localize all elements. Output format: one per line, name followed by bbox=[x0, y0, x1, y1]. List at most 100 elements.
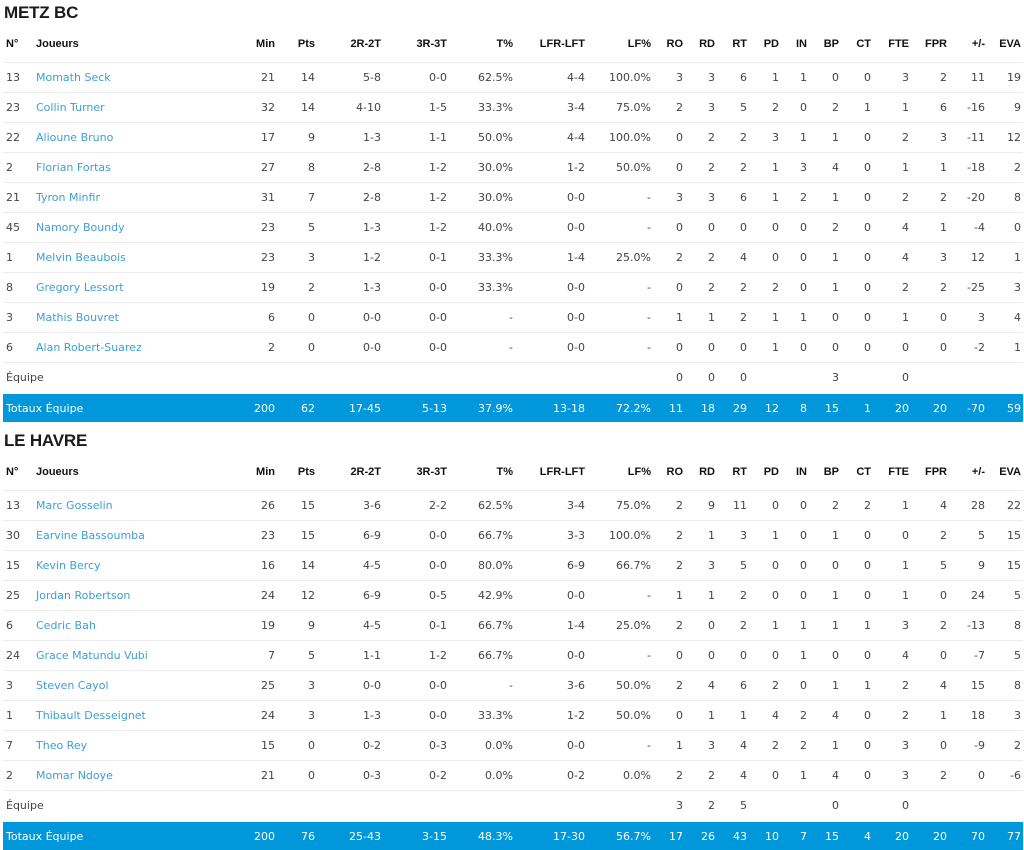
column-header-rd[interactable]: RD bbox=[699, 465, 715, 478]
column-header-fgpct[interactable]: T% bbox=[496, 465, 514, 478]
column-header-player[interactable]: Joueurs bbox=[36, 465, 79, 478]
cell-eva: 3 bbox=[987, 272, 1023, 303]
player-link[interactable]: Momar Ndoye bbox=[36, 769, 113, 782]
cell-ft: 1-4 bbox=[515, 610, 587, 641]
player-link[interactable]: Jordan Robertson bbox=[36, 589, 131, 602]
total-plusminus: -70 bbox=[949, 392, 987, 422]
column-header-min[interactable]: Min bbox=[256, 465, 275, 478]
team-boxscore-1: LE HAVRE N° Joueurs Min Pts 2R-2T 3R-3T T% LFR-L… bbox=[0, 428, 1024, 850]
cell-pd bbox=[749, 790, 781, 821]
player-link[interactable]: Alioune Bruno bbox=[36, 131, 114, 144]
column-header-fg3[interactable]: 3R-3T bbox=[416, 465, 447, 478]
column-header-rt[interactable]: RT bbox=[732, 37, 747, 50]
cell-in: 0 bbox=[781, 92, 809, 123]
cell-ct: 0 bbox=[841, 580, 873, 611]
player-row: 13 Marc Gosselin 26 15 3-6 2-2 62.5% 3-4 75.0% 2 9… bbox=[3, 490, 1023, 521]
column-header-ftpct[interactable]: LF% bbox=[627, 37, 651, 50]
column-header-plusminus[interactable]: +/- bbox=[971, 37, 985, 50]
player-link[interactable]: Earvine Bassoumba bbox=[36, 529, 145, 542]
player-link[interactable]: Theo Rey bbox=[36, 739, 88, 752]
cell-num: 45 bbox=[3, 212, 33, 243]
column-header-player[interactable]: Joueurs bbox=[36, 37, 79, 50]
column-header-ct[interactable]: CT bbox=[856, 37, 871, 50]
player-row: 21 Tyron Minfir 31 7 2-8 1-2 30.0% 0-0-3 3 6 1 2 1 0 2… bbox=[3, 182, 1023, 213]
cell-fgpct: 66.7% bbox=[449, 520, 515, 551]
player-link[interactable]: Gregory Lessort bbox=[36, 281, 124, 294]
cell-ftpct: - bbox=[587, 332, 653, 363]
cell-fgpct: 40.0% bbox=[449, 212, 515, 243]
player-link[interactable]: Steven Cayol bbox=[36, 679, 109, 692]
cell-min: 25 bbox=[233, 670, 277, 701]
cell-min: 24 bbox=[233, 700, 277, 731]
column-header-pts[interactable]: Pts bbox=[297, 37, 315, 50]
cell-pd: 1 bbox=[749, 152, 781, 183]
cell-in: 0 bbox=[781, 670, 809, 701]
cell-bp: 1 bbox=[809, 520, 841, 551]
player-link[interactable]: Melvin Beaubois bbox=[36, 251, 126, 264]
cell-fgpct: 50.0% bbox=[449, 122, 515, 153]
column-header-fpr[interactable]: FPR bbox=[925, 465, 947, 478]
cell-in bbox=[781, 790, 809, 821]
column-header-fg3[interactable]: 3R-3T bbox=[416, 37, 447, 50]
player-link[interactable]: Florian Fortas bbox=[36, 161, 111, 174]
player-link[interactable]: Thibault Desseignet bbox=[36, 709, 146, 722]
player-link[interactable]: Marc Gosselin bbox=[36, 499, 113, 512]
cell-min: 23 bbox=[233, 520, 277, 551]
column-header-ro[interactable]: RO bbox=[666, 465, 684, 478]
column-header-num[interactable]: N° bbox=[6, 37, 19, 50]
cell-rd: 1 bbox=[685, 700, 717, 731]
cell-fte: 2 bbox=[873, 700, 911, 731]
player-link[interactable]: Cedric Bah bbox=[36, 619, 96, 632]
column-header-in[interactable]: IN bbox=[796, 465, 807, 478]
cell-fpr: 2 bbox=[911, 62, 949, 93]
column-header-min[interactable]: Min bbox=[256, 37, 275, 50]
column-header-ro[interactable]: RO bbox=[666, 37, 684, 50]
cell-ct: 0 bbox=[841, 182, 873, 213]
player-link[interactable]: Mathis Bouvret bbox=[36, 311, 119, 324]
player-link[interactable]: Tyron Minfir bbox=[36, 191, 100, 204]
column-header-pd[interactable]: PD bbox=[763, 37, 779, 50]
column-header-pts[interactable]: Pts bbox=[297, 465, 315, 478]
player-link[interactable]: Alan Robert-Suarez bbox=[36, 341, 142, 354]
column-header-ftpct[interactable]: LF% bbox=[627, 465, 651, 478]
column-header-ct[interactable]: CT bbox=[856, 465, 871, 478]
player-row: 8 Gregory Lessort 19 2 1-3 0-0 33.3% 0-0-0 2 2 2 0 1… bbox=[3, 272, 1023, 303]
cell-bp: 0 bbox=[809, 62, 841, 93]
player-link[interactable]: Grace Matundu Vubi bbox=[36, 649, 148, 662]
cell-fgpct: 33.3% bbox=[449, 242, 515, 273]
column-header-pd[interactable]: PD bbox=[763, 465, 779, 478]
cell-fte: 2 bbox=[873, 670, 911, 701]
total-fgpct: 37.9% bbox=[449, 392, 515, 422]
column-header-num[interactable]: N° bbox=[6, 465, 19, 478]
player-link[interactable]: Namory Boundy bbox=[36, 221, 125, 234]
column-header-ft[interactable]: LFR-LFT bbox=[539, 37, 585, 50]
cell-ct: 0 bbox=[841, 640, 873, 671]
total-fg2: 17-45 bbox=[317, 392, 383, 422]
cell-ro: 0 bbox=[653, 272, 685, 303]
cell-pd: 1 bbox=[749, 520, 781, 551]
column-header-plusminus[interactable]: +/- bbox=[971, 465, 985, 478]
column-header-rd[interactable]: RD bbox=[699, 37, 715, 50]
cell-fgpct bbox=[449, 790, 515, 821]
column-header-fg2[interactable]: 2R-2T bbox=[350, 465, 381, 478]
column-header-fgpct[interactable]: T% bbox=[496, 37, 514, 50]
column-header-fte[interactable]: FTE bbox=[888, 37, 909, 50]
column-header-rt[interactable]: RT bbox=[732, 465, 747, 478]
column-header-fte[interactable]: FTE bbox=[888, 465, 909, 478]
column-header-bp[interactable]: BP bbox=[823, 465, 839, 478]
column-header-ft[interactable]: LFR-LFT bbox=[539, 465, 585, 478]
column-header-eva[interactable]: EVA bbox=[999, 37, 1021, 50]
player-link[interactable]: Collin Turner bbox=[36, 101, 105, 114]
column-header-fg2[interactable]: 2R-2T bbox=[350, 37, 381, 50]
cell-fte: 0 bbox=[873, 362, 911, 393]
cell-in: 1 bbox=[781, 760, 809, 791]
team-row: Équipe 3 2 5 0 0 bbox=[3, 790, 1023, 821]
cell-fgpct bbox=[449, 362, 515, 393]
column-header-eva[interactable]: EVA bbox=[999, 465, 1021, 478]
column-header-fpr[interactable]: FPR bbox=[925, 37, 947, 50]
column-header-in[interactable]: IN bbox=[796, 37, 807, 50]
column-header-bp[interactable]: BP bbox=[823, 37, 839, 50]
player-link[interactable]: Momath Seck bbox=[36, 71, 111, 84]
player-link[interactable]: Kevin Bercy bbox=[36, 559, 101, 572]
cell-player: Mathis Bouvret bbox=[33, 302, 233, 333]
